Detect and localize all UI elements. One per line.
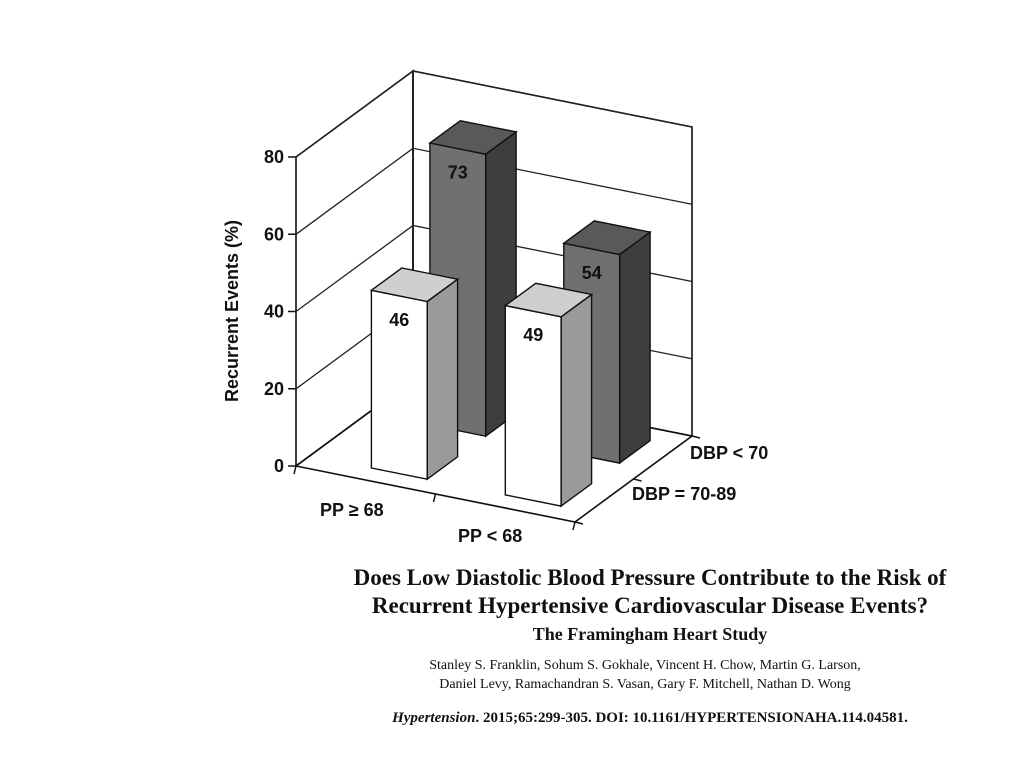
bar-side (426, 277, 459, 481)
bars-front-row: 46 49 (369, 267, 594, 508)
y-tick-label: 60 (264, 224, 284, 244)
bar-top (428, 119, 518, 155)
y-tick-label: 0 (274, 456, 284, 476)
article-title-line2: Recurrent Hypertensive Cardiovascular Di… (371, 593, 929, 618)
bar-side (618, 230, 651, 465)
bar-data-label: 49 (523, 325, 543, 345)
bar-side (560, 293, 593, 508)
bar-data-label: 73 (448, 163, 468, 183)
bar-top (503, 282, 594, 318)
authors-line1: Stanley S. Franklin, Sohum S. Gokhale, V… (429, 658, 861, 673)
bar-dbp-70-89-0: 46 (369, 267, 460, 481)
depth-tick-mark (691, 435, 701, 439)
y-tick-label: 80 (264, 147, 284, 167)
bar-data-label: 54 (582, 263, 602, 283)
citation: Hypertension. 2015;65:299-305. DOI: 10.1… (300, 710, 1000, 727)
y-tick-label: 20 (264, 379, 284, 399)
depth-category-dbp-lt-70: DBP < 70 (690, 443, 768, 463)
bar-top (369, 267, 460, 303)
x-tick-mark (432, 493, 437, 503)
bar-top (562, 220, 652, 256)
bar-chart-3d: 73 54 46 49 0 20 40 60 80 Recurrent Events (%)… (222, 69, 768, 546)
citation-details: . 2015;65:299-305. DOI: 10.1161/HYPERTEN… (475, 710, 908, 726)
y-tick-label: 40 (264, 302, 284, 322)
article-title-line1: Does Low Diastolic Blood Pressure Contri… (353, 565, 947, 590)
bar-dbp-70-89-1: 49 (503, 282, 594, 508)
gridline (295, 147, 693, 235)
article-subtitle: The Framingham Heart Study (532, 624, 768, 644)
x-tick-mark (572, 521, 576, 531)
authors-line2: Daniel Levy, Ramachandran S. Vasan, Gary… (439, 677, 851, 692)
depth-category-dbp-70-89: DBP = 70-89 (632, 484, 736, 504)
x-tick-mark (293, 465, 297, 475)
depth-tick-mark (574, 521, 584, 525)
bar-data-label: 46 (389, 310, 409, 330)
x-category-pp-lt-68: PP < 68 (458, 526, 522, 546)
x-category-pp-ge-68: PP ≥ 68 (320, 500, 384, 520)
depth-tick-mark (633, 478, 642, 482)
y-tick-labels: 0 20 40 60 80 (264, 147, 296, 476)
y-axis-label: Recurrent Events (%) (222, 220, 242, 402)
gridline (295, 70, 693, 158)
journal-name: Hypertension (392, 710, 476, 726)
